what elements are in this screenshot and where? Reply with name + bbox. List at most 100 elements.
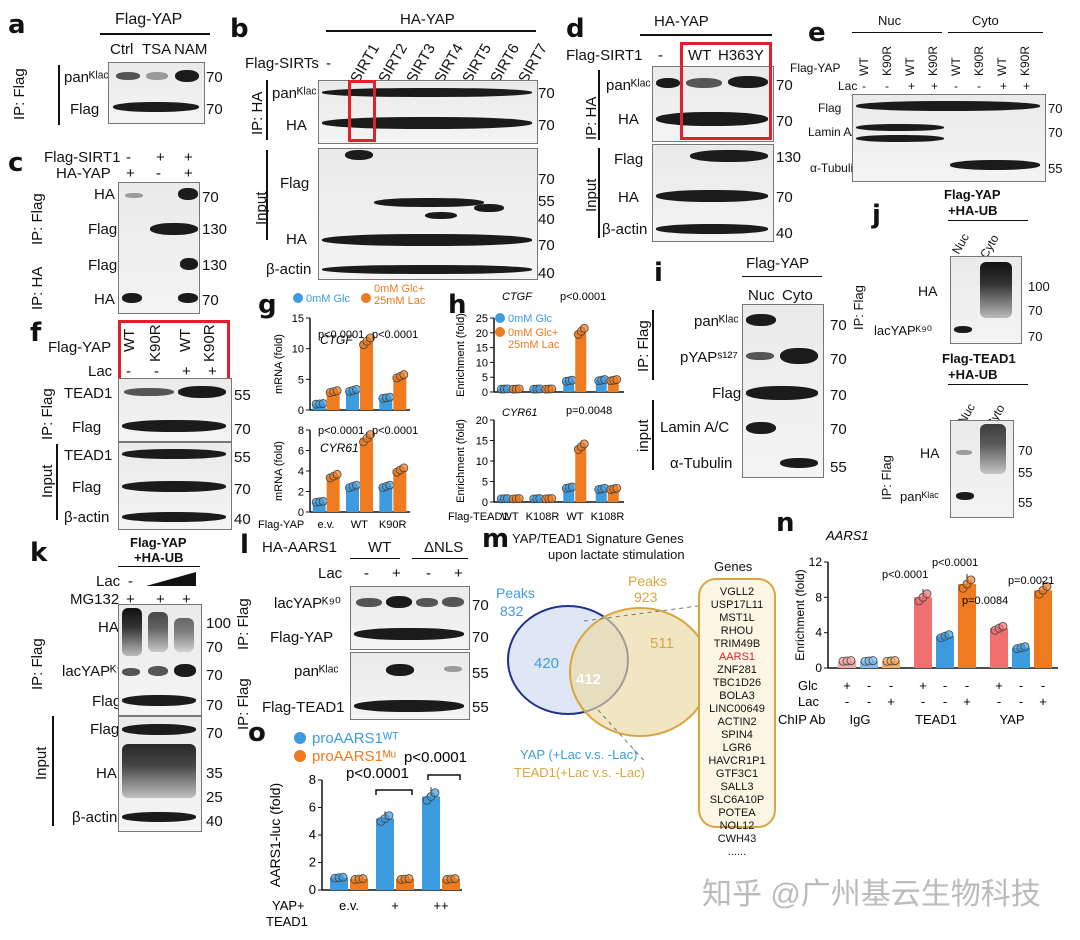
dashed-connector (597, 709, 645, 760)
sign: - (889, 678, 893, 693)
gradient-wedge (146, 572, 196, 586)
bar (914, 597, 932, 668)
row-label: Flag (88, 221, 118, 238)
mw-label: 70 (206, 697, 223, 714)
title: Flag-YAP (130, 535, 187, 550)
band (354, 700, 464, 712)
bar (595, 488, 607, 502)
mw-label: 70 (1028, 303, 1043, 318)
panel-a-lane: NAM (174, 41, 208, 58)
mw-label: 70 (1048, 101, 1063, 116)
row-label: α-Tubulin (810, 161, 860, 175)
mw-label: 100 (206, 615, 232, 632)
y-axis-label: Enrichment (fold) (455, 419, 467, 503)
band (956, 450, 972, 455)
mw-label: 35 (206, 765, 223, 782)
band (122, 695, 196, 706)
data-point (430, 788, 440, 798)
band (746, 314, 776, 326)
y-tick-label: 15 (476, 343, 488, 355)
row-label: HA (96, 765, 117, 782)
legend: TEAD1(+Lac v.s. -Lac) (514, 765, 645, 780)
legend-swatch (294, 732, 306, 744)
y-tick-label: 25 (476, 313, 488, 325)
highlight-box (348, 80, 376, 142)
bar (312, 501, 326, 512)
band (656, 224, 768, 234)
band (124, 388, 174, 396)
mw-label: 70 (234, 421, 251, 438)
band (474, 204, 504, 212)
sign: - (867, 694, 871, 709)
data-point (612, 483, 622, 493)
smear (980, 424, 1006, 474)
band (386, 596, 412, 608)
data-point (318, 399, 328, 408)
mw-label: 70 (830, 387, 847, 404)
watermark: 知乎 @广州基云生物科技 (702, 878, 1041, 911)
bar (422, 796, 440, 890)
row-label: Flag (614, 151, 644, 168)
panel-a-row-flag: Flag (70, 101, 100, 118)
band (746, 422, 776, 434)
y-tick-label: 0 (309, 882, 316, 897)
data-point (966, 575, 976, 585)
peaks-label: Peaks (496, 585, 535, 601)
panel-label-n: n (776, 508, 795, 538)
band (374, 198, 484, 207)
row-label: HA (918, 283, 938, 299)
mw-label: 55 (234, 387, 251, 404)
data-point (450, 874, 460, 883)
mw-label: 70 (538, 85, 555, 102)
bar (575, 331, 587, 392)
y-tick-label: 4 (298, 466, 304, 478)
bracket (266, 150, 268, 240)
row-label: panᴷˡᵃᶜ (900, 489, 939, 504)
mw-label: 55 (1048, 161, 1063, 176)
y-tick-label: 15 (292, 313, 304, 325)
venn-count: 511 (650, 635, 674, 652)
band (656, 78, 680, 88)
y-tick-label: 4 (815, 626, 822, 640)
y-tick-label: 2 (309, 855, 316, 870)
x-axis-label: Flag-YAP (258, 519, 304, 531)
legend-label: 0mM Glc+ (508, 327, 558, 339)
row-label: lacYAPᴷ⁹⁰ (874, 323, 932, 338)
band (146, 72, 168, 80)
data-point (579, 439, 589, 449)
band (954, 326, 972, 333)
bar (393, 469, 407, 512)
smear (122, 608, 142, 656)
bar (396, 879, 414, 890)
row-label: TEAD1 (64, 447, 113, 464)
panel-label-h: h (448, 290, 467, 320)
panel-b-row-label: Flag-SIRTs (245, 55, 319, 72)
x-tick-label: WT (501, 511, 518, 523)
data-point (332, 469, 342, 479)
bar (958, 584, 976, 668)
title: HA-AARS1 (262, 539, 338, 556)
data-point (579, 323, 589, 333)
band (425, 212, 457, 219)
rule (742, 276, 822, 277)
significance-bracket (427, 774, 461, 780)
sign: + (182, 363, 191, 380)
band (122, 481, 226, 492)
row-label: Flag-SIRT1 (566, 47, 643, 64)
band (322, 234, 532, 246)
mw-label: 70 (206, 667, 223, 684)
band (746, 352, 774, 360)
rule (640, 34, 772, 36)
mw-label: 70 (776, 189, 793, 206)
panel-a-title: Flag-YAP (115, 11, 183, 28)
mw-label: 70 (206, 639, 223, 656)
sign: - (867, 678, 871, 693)
row-label: Flag (72, 479, 102, 496)
data-point (567, 375, 577, 385)
rule (412, 558, 468, 559)
panel-label-k: k (30, 538, 48, 568)
gene-item: RHOU (720, 625, 754, 637)
x-tick-label: ++ (433, 898, 448, 913)
legend-label: proAARS1ᵂᵀ (312, 730, 399, 747)
band (386, 664, 414, 676)
